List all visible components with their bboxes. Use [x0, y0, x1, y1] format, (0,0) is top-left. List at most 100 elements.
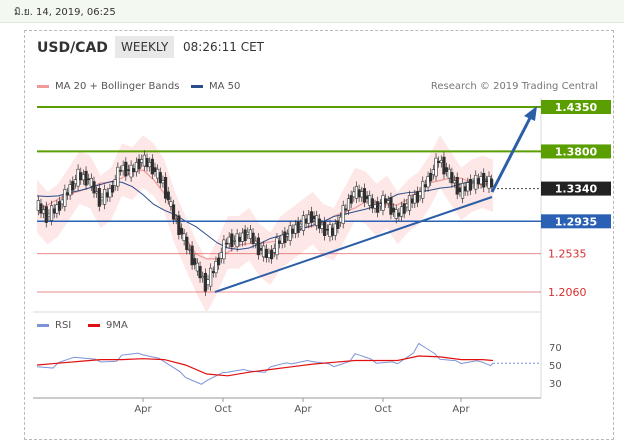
rsi-swatch — [37, 323, 49, 327]
clock-label: 08:26:11 CET — [183, 40, 264, 54]
candle-body — [312, 215, 316, 220]
x-tick-label: Oct — [214, 404, 231, 415]
candle-body — [182, 233, 186, 242]
candle-body — [211, 271, 215, 274]
candle-body — [158, 172, 162, 184]
candle-body — [405, 203, 409, 208]
candle-body — [413, 194, 417, 204]
candle-body — [277, 240, 282, 244]
rsi-tick-label: 30 — [549, 379, 562, 390]
ma50-swatch — [191, 84, 203, 88]
x-tick-label: Apr — [134, 404, 152, 415]
candle-body — [193, 258, 197, 265]
timeframe-button[interactable]: WEEKLY — [115, 36, 175, 58]
candle-body — [153, 167, 157, 172]
candle-body — [121, 165, 125, 172]
candle-body — [487, 175, 491, 189]
candle-body — [235, 233, 239, 248]
rsi-ma-swatch — [88, 323, 100, 327]
candle-body — [474, 174, 478, 190]
candle-body — [68, 184, 72, 196]
candle-body — [272, 248, 276, 253]
candle-body — [232, 239, 237, 242]
candle-body — [360, 191, 364, 198]
candle-body — [142, 154, 146, 167]
candle-body — [291, 228, 295, 234]
candle-body — [275, 237, 279, 256]
candle-body — [185, 236, 189, 250]
candle-body — [73, 179, 78, 185]
candle-body — [426, 176, 430, 188]
candle-body — [227, 236, 231, 244]
candle-body — [309, 211, 313, 223]
candle-body — [36, 200, 40, 211]
candle-body — [217, 257, 221, 266]
candle-body — [140, 159, 144, 163]
legend-rsi-ma: 9MA — [88, 320, 128, 331]
candle-body — [110, 185, 115, 193]
candle-body — [442, 156, 446, 175]
candle-body — [190, 245, 194, 266]
legend-ma20-label: MA 20 + Bollinger Bands — [55, 81, 180, 92]
candle-body — [479, 176, 483, 185]
candle-body — [484, 180, 488, 183]
candle-body — [224, 242, 229, 245]
candle-body — [344, 208, 348, 211]
candle-body — [124, 161, 128, 177]
candle-body — [95, 191, 99, 194]
candle-body — [384, 198, 388, 204]
level-label: 1.2535 — [548, 248, 587, 261]
candle-body — [381, 195, 385, 211]
candle-body — [108, 188, 112, 198]
candle-body — [397, 212, 401, 217]
candle-body — [323, 221, 327, 236]
candle-body — [317, 218, 321, 229]
candle-body — [421, 181, 425, 199]
bollinger-band — [37, 135, 493, 314]
candle-body — [315, 215, 319, 226]
candle-body — [145, 157, 149, 168]
candle-body — [445, 167, 449, 172]
rsi-tick-label: 50 — [549, 361, 562, 372]
candle-body — [368, 195, 372, 206]
candle-body — [169, 201, 173, 207]
candle-body — [222, 239, 226, 260]
candle-body — [79, 172, 83, 181]
candle-body — [264, 248, 268, 258]
trendline — [214, 196, 493, 293]
candle-body — [299, 223, 303, 227]
candle-body — [150, 158, 154, 175]
candle-body — [482, 172, 486, 188]
candle-body — [214, 261, 218, 274]
legend-ma50: MA 50 — [191, 81, 240, 92]
rsi-tick-label: 70 — [549, 343, 562, 354]
level-label: 1.3800 — [555, 145, 598, 158]
candle-body — [394, 209, 398, 219]
legend-rsi: RSI — [37, 320, 71, 331]
candle-body — [134, 162, 139, 173]
candle-body — [346, 198, 351, 211]
candle-body — [166, 191, 170, 201]
candle-body — [466, 182, 470, 192]
level-box — [541, 181, 611, 196]
candle-body — [373, 204, 377, 209]
candle-body — [431, 169, 435, 175]
candle-body — [129, 164, 133, 178]
candle-body — [209, 267, 213, 287]
candle-body — [63, 189, 67, 207]
chart-frame — [24, 30, 614, 440]
candle-body — [42, 209, 46, 214]
candles — [36, 150, 494, 297]
candle-body — [174, 218, 178, 221]
candle-body — [240, 232, 245, 242]
candle-body — [307, 214, 311, 224]
candle-body — [246, 231, 250, 235]
candle-body — [407, 195, 412, 211]
candle-body — [354, 186, 359, 199]
candle-body — [116, 166, 120, 187]
candle-body — [44, 206, 48, 223]
candle-body — [55, 204, 59, 214]
candle-body — [410, 198, 414, 204]
candle-body — [259, 248, 263, 251]
candle-body — [248, 229, 253, 239]
